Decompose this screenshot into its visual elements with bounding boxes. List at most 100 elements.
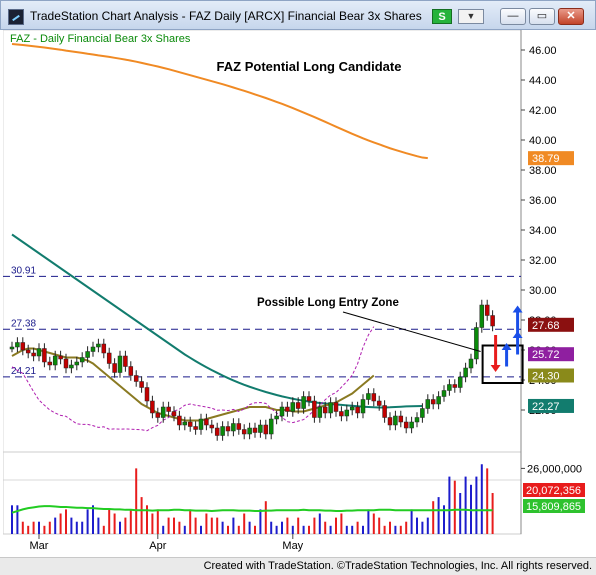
annotation-pointer [342,311,481,352]
time-tick-label: Mar [30,540,49,552]
candle-body [430,399,436,405]
chart-title: FAZ Potential Long Candidate [217,59,402,74]
candle-body [398,415,404,423]
volume-badge [523,483,585,497]
candle-body [123,355,128,367]
ma10-line [11,326,375,432]
up-arrow-icon-head [501,343,512,350]
candle-body [225,426,231,432]
close-button[interactable]: ✕ [558,8,584,25]
price-volume-chart: 30.91 27.38 24.21 46.00 44.00 42.00 40.00 38.0… [2,29,585,552]
candle-body [457,376,463,388]
price-tick-label: 44.00 [529,75,557,87]
candle-body [85,351,90,358]
candle-body [295,402,301,409]
candle-body [106,352,112,364]
candle-body [366,393,371,400]
candle-body [339,411,344,417]
minimize-button[interactable]: — [500,8,526,25]
volume-tick-label: 26,000,000 [527,463,582,475]
candle-body [403,421,409,429]
level-label: 24.21 [11,366,36,377]
candle-body [182,421,188,426]
candle-body [117,355,123,373]
price-badge-label: 24.30 [532,371,560,383]
candle-body [52,355,58,366]
annotation-label: Possible Long Entry Zone [257,297,399,309]
candle-body [90,346,96,352]
candle-body [42,348,47,363]
level-label: 27.38 [11,318,36,329]
price-badge [528,398,574,413]
restore-button[interactable]: ▭ [529,8,555,25]
time-tick-label: Apr [149,540,166,552]
candle-body [490,315,495,327]
candle-body [274,415,279,420]
candle-body [31,352,36,357]
price-badge [528,317,574,332]
candle-body [301,396,306,409]
candle-body [36,348,42,357]
annotations [342,305,524,384]
price-badge [528,347,574,362]
candle-body [285,406,290,412]
candle-body [74,361,80,366]
candle-body [63,358,69,369]
candle-body [441,390,447,397]
candle-body [409,421,414,429]
price-tick-label: 36.00 [529,195,557,207]
price-tick-label: 30.00 [529,285,557,297]
price-badge-label: 22.27 [532,401,560,413]
candle-body [96,343,101,348]
candle-body [382,405,387,418]
candle-body [47,361,53,366]
price-tick-label: 40.00 [529,135,557,147]
candle-body [171,411,177,417]
chevron-down-icon[interactable]: ▼ [458,9,484,24]
candle-body [333,402,339,412]
candle-body [468,358,474,369]
level-label: 30.91 [11,265,36,276]
candle-body [268,418,274,435]
candle-body [20,342,26,351]
candle-body [312,400,317,418]
candle-body [160,406,166,418]
candle-body [214,427,220,436]
entry-zone-box [481,344,524,384]
candle-body [322,406,328,414]
candle-body [144,387,150,402]
candle-body [355,406,360,414]
candle-body [376,400,382,406]
candle-body [133,375,139,382]
up-arrow-icon-head [512,305,523,313]
s-button[interactable]: S [432,9,452,24]
candle-body [58,355,63,360]
ma50-line [11,233,423,409]
price-badge-label: 38.79 [532,153,560,165]
volume-bars [11,464,494,534]
candle-body [9,346,15,350]
window-titlebar: TradeStation Chart Analysis - FAZ Daily … [0,0,596,30]
price-badge-label: 27.68 [532,320,560,332]
candle-body [252,427,258,433]
candle-body [349,406,355,411]
candle-body [263,424,269,435]
candle-body [241,429,247,435]
candle-body [128,366,134,376]
candle-body [306,396,312,402]
volume-badge-label: 15,809,865 [526,501,581,513]
candle-body [177,415,182,426]
candle-body [79,357,85,363]
price-tick-label: 32.00 [529,255,557,267]
candle-body [236,423,242,430]
volume-average-line [11,505,493,514]
candle-body [69,364,74,369]
candle-body [150,400,155,414]
down-arrow-icon-head [490,365,501,372]
candle-body [220,426,225,436]
candle-body [101,343,107,354]
candle-body [328,402,333,414]
candle-body [463,367,468,378]
price-badge-label: 25.72 [532,349,560,361]
candle-body [198,418,204,430]
